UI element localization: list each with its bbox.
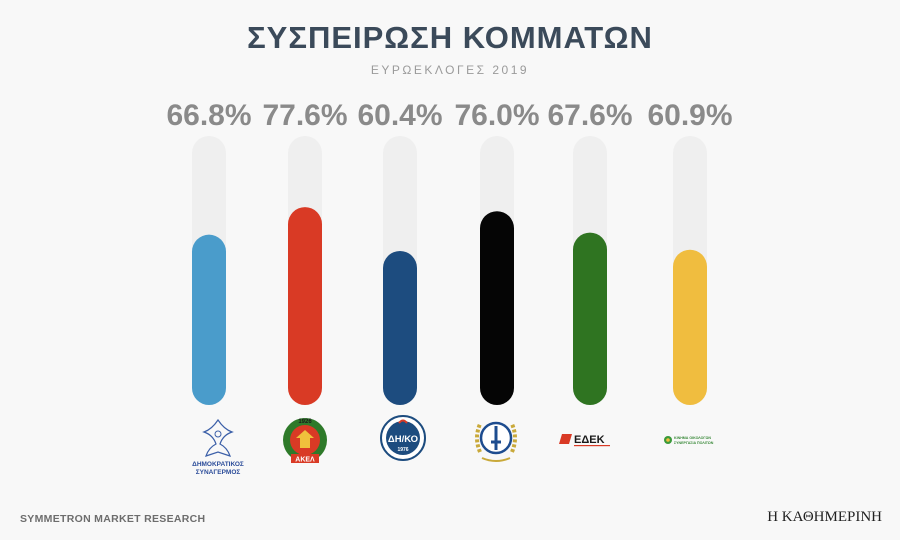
- chart-subtitle: ΕΥΡΩΕΚΛΟΓΕΣ 2019: [370, 63, 530, 77]
- diko-logo-icon: ΔΗ/ΚΟ 1976: [380, 415, 426, 461]
- bar: [288, 207, 322, 405]
- ecologists-line2: ΣΥΝΕΡΓΑΣΙΑ ΠΟΛΙΤΩΝ: [674, 441, 714, 445]
- data-label: 77.6%: [262, 99, 347, 132]
- bar: [192, 234, 226, 405]
- ecologists-logo-icon: ΚΙΝΗΜΑ ΟΙΚΟΛΟΓΩΝ ΣΥΝΕΡΓΑΣΙΑ ΠΟΛΙΤΩΝ: [664, 436, 714, 445]
- diko-year: 1976: [397, 447, 408, 453]
- disy-name-line1: ΔΗΜΟΚΡΑΤΙΚΟΣ: [192, 461, 244, 468]
- ecologists-line1: ΚΙΝΗΜΑ ΟΙΚΟΛΟΓΩΝ: [674, 436, 711, 440]
- akel-year: 1926: [298, 419, 312, 425]
- source-credit: SYMMETRON MARKET RESEARCH: [20, 513, 206, 525]
- data-label: 67.6%: [547, 99, 632, 132]
- elam-logo-icon: [475, 421, 517, 462]
- edek-name: ΕΔΕΚ: [574, 434, 605, 446]
- akel-logo-icon: 1926 ΑΚΕΛ: [283, 418, 327, 464]
- disy-logo-icon: ΔΗΜΟΚΡΑΤΙΚΟΣ ΣΥΝΑΓΕΡΜΟΣ: [192, 418, 244, 476]
- data-label: 76.0%: [454, 99, 539, 132]
- akel-name: ΑΚΕΛ: [295, 457, 315, 464]
- data-label: 60.4%: [357, 99, 442, 132]
- diko-name: ΔΗ/ΚΟ: [388, 434, 418, 445]
- bar: [673, 249, 707, 405]
- bar: [573, 232, 607, 405]
- bar: [480, 211, 514, 405]
- publisher-logo: Η ΚΑΘΗΜΕΡΙΝΗ: [767, 509, 882, 525]
- disy-name-line2: ΣΥΝΑΓΕΡΜΟΣ: [196, 469, 241, 476]
- data-label: 60.9%: [647, 99, 732, 132]
- data-label: 66.8%: [166, 99, 251, 132]
- bar: [383, 250, 417, 405]
- chart-title: ΣΥΣΠΕΙΡΩΣΗ ΚΟΜΜΑΤΩΝ: [247, 20, 653, 55]
- edek-logo-icon: ΕΔΕΚ: [559, 434, 610, 447]
